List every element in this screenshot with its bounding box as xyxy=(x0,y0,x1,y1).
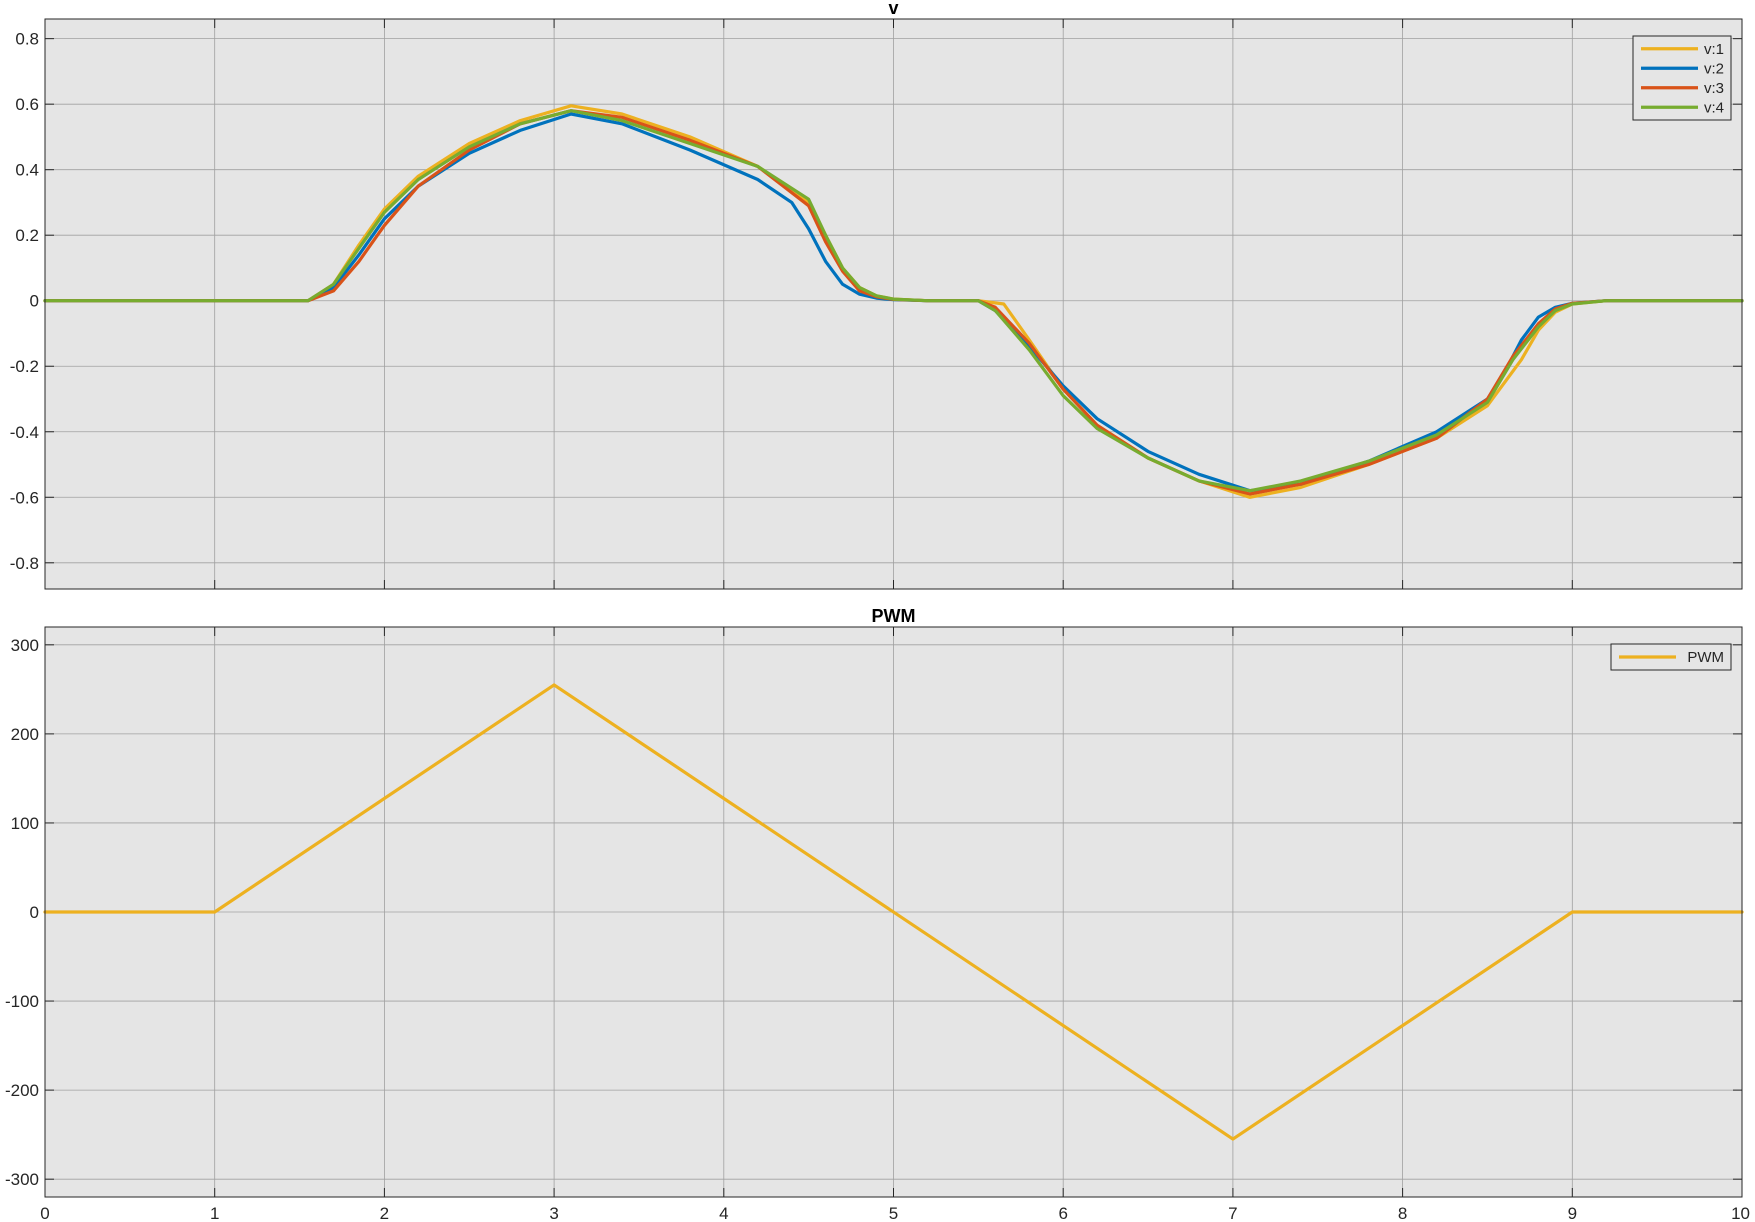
x-tick-label: 9 xyxy=(1568,1204,1577,1222)
chart-title: v xyxy=(888,0,898,18)
y-tick-label: 300 xyxy=(11,636,39,655)
y-tick-label: 0.2 xyxy=(15,226,39,245)
y-tick-label: 100 xyxy=(11,814,39,833)
x-tick-label: 0 xyxy=(40,1204,49,1222)
legend-label: v:2 xyxy=(1704,60,1724,77)
legend-label: v:1 xyxy=(1704,41,1724,58)
x-tick-label: 3 xyxy=(549,1204,558,1222)
y-tick-label: 200 xyxy=(11,725,39,744)
x-tick-label: 2 xyxy=(380,1204,389,1222)
y-tick-label: -0.2 xyxy=(10,357,39,376)
legend: PWM xyxy=(1610,643,1732,671)
y-tick-label: 0 xyxy=(30,903,39,922)
y-tick-label: -0.8 xyxy=(10,554,39,573)
y-tick-label: -200 xyxy=(5,1081,39,1100)
axes-box xyxy=(44,18,1743,590)
x-tick-label: 8 xyxy=(1398,1204,1407,1222)
y-tick-label: -0.4 xyxy=(10,423,39,442)
x-tick-label: 6 xyxy=(1058,1204,1067,1222)
y-tick-label: 0.6 xyxy=(15,95,39,114)
x-tick-label: 1 xyxy=(210,1204,219,1222)
chart-1: -300 -200 -100 0 100 200 300 0 1 2 3 4 5 6 7 8 9 10 PWM PWM xyxy=(5,606,1750,1222)
y-tick-label: -100 xyxy=(5,992,39,1011)
x-tick-label: 4 xyxy=(719,1204,728,1222)
series-line-PWM xyxy=(43,683,1744,1141)
axes-box xyxy=(44,626,1743,1198)
legend-label: v:4 xyxy=(1704,99,1724,116)
x-tick-label: 7 xyxy=(1228,1204,1237,1222)
legend-label: PWM xyxy=(1687,649,1724,666)
y-tick-label: 0 xyxy=(30,292,39,311)
legend: v:1 v:2 v:3 v:4 xyxy=(1632,35,1732,121)
x-tick-label: 5 xyxy=(889,1204,898,1222)
y-tick-label: -0.6 xyxy=(10,488,39,507)
chart-title: PWM xyxy=(872,606,916,626)
y-tick-label: 0.4 xyxy=(15,161,39,180)
x-tick-label: 10 xyxy=(1731,1204,1750,1222)
chart-0: -0.8-0.6-0.4-0.200.20.40.60.8vv:1v:2v:3v… xyxy=(10,0,1744,590)
y-tick-label: 0.8 xyxy=(15,30,39,49)
legend-label: v:3 xyxy=(1704,80,1724,97)
series-line-v-4 xyxy=(43,109,1744,493)
y-tick-label: -300 xyxy=(5,1170,39,1189)
